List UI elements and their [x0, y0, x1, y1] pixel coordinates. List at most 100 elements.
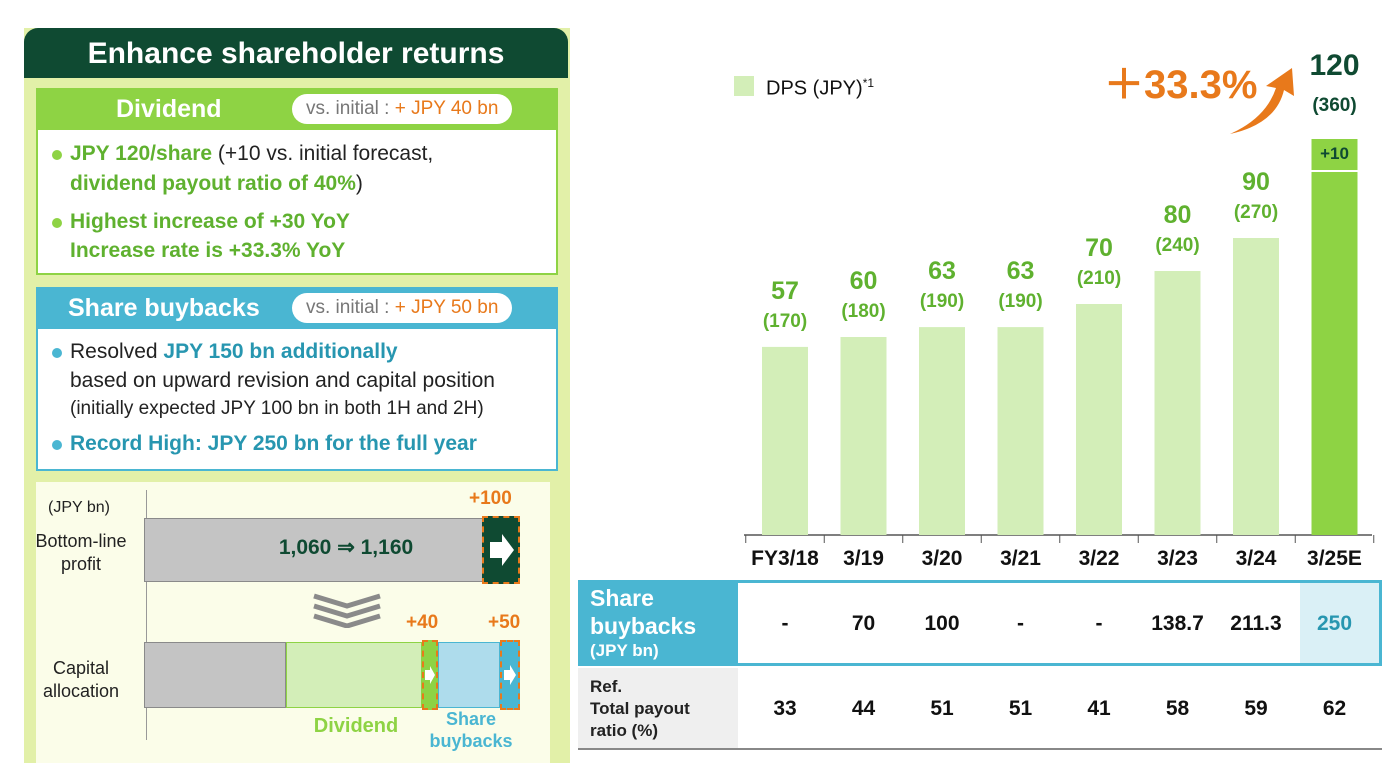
bar-6 [1233, 238, 1279, 535]
bottom-line-delta: +100 [469, 488, 512, 509]
sub-value-label: (270) [1233, 202, 1279, 223]
bar-1 [840, 337, 887, 535]
buybacks-box: Resolved JPY 150 bn additionally based o… [36, 329, 558, 471]
capital-dividend-increase [422, 640, 438, 710]
payout-cell: 62 [1322, 697, 1347, 720]
buyback-cell: - [781, 612, 789, 635]
buyback-cell: 250 [1316, 612, 1353, 635]
capital-label-1: Capital [52, 658, 110, 678]
payout-cell: 51 [930, 697, 954, 720]
dividend-tag: vs. initial : + JPY 40 bn [292, 94, 513, 124]
buyback-cell: 138.7 [1151, 612, 1204, 635]
buyback-cell: 100 [924, 612, 960, 635]
capital-div-delta: +40 [406, 612, 439, 633]
capital-label-2: allocation [42, 681, 120, 701]
bullet-dot [52, 218, 62, 228]
capital-buybacks-bar [438, 642, 500, 708]
buybacks-heading-bar: Share buybacks vs. initial : + JPY 50 bn [36, 287, 558, 329]
additional-highlight: JPY 150 bn additionally [163, 340, 398, 363]
dividend-heading: Dividend [116, 95, 222, 123]
bullet-dot [52, 348, 62, 358]
buybacks-bullet-1: Resolved JPY 150 bn additionally [70, 338, 398, 366]
dividend-bullet-2: Highest increase of +30 YoY [70, 210, 350, 233]
sub-value-label: (180) [841, 301, 886, 322]
buybacks-bullet-2: Record High: JPY 250 bn for the full yea… [70, 432, 477, 455]
increase-arrow-icon [1230, 68, 1294, 134]
bar-3 [997, 327, 1044, 535]
bullet-dot [52, 440, 62, 450]
payout-cell: 51 [1008, 697, 1033, 720]
buyback-cell: 70 [851, 612, 876, 635]
dividend-bullet-2-line2: Increase rate is +33.3% YoY [70, 239, 346, 262]
dividend-box: JPY 120/share (+10 vs. initial forecast,… [36, 130, 558, 275]
sub-value-label: (210) [1076, 268, 1122, 289]
capital-buybacks-increase [500, 640, 520, 710]
capital-sb-delta: +50 [488, 612, 521, 633]
right-arrow-icon [504, 665, 516, 685]
category-label: FY3/18 [751, 547, 819, 570]
dividend-heading-bar: Dividend vs. initial : + JPY 40 bn [36, 88, 558, 130]
buyback-cell: - [1095, 612, 1103, 635]
bar-7 [1311, 172, 1358, 535]
value-label: 63 [1006, 257, 1035, 286]
payout-cell: 33 [773, 697, 797, 720]
value-label: 120 [1309, 49, 1360, 82]
payout-cell: 58 [1165, 697, 1190, 720]
dividend-tag-prefix: vs. initial : [306, 98, 390, 119]
bottom-line-label-2: profit [60, 554, 102, 574]
category-label: 3/23 [1157, 547, 1198, 570]
bullet-dot [52, 150, 62, 160]
bottom-line-bar [144, 518, 484, 582]
mini-axis [146, 490, 147, 740]
highlight-cell-bg [1300, 583, 1379, 663]
value-label: 60 [849, 267, 878, 295]
buybacks-tag-value: + JPY 50 bn [394, 297, 499, 318]
dps-bar-chart: +10 [744, 139, 1375, 543]
value-label: 90 [1242, 168, 1270, 196]
ref-1: Ref. [590, 677, 623, 696]
buybacks-bullet-1-line3: (initially expected JPY 100 bn in both 1… [70, 398, 484, 419]
ref-2: Total payout [590, 699, 690, 718]
sub-value-label: (190) [998, 291, 1043, 313]
chevron-down-icon [313, 593, 381, 628]
bottom-line-label-1: Bottom-line [35, 531, 127, 551]
category-label: 3/22 [1078, 547, 1120, 570]
sub-value-label: (190) [919, 291, 965, 313]
category-label: 3/20 [921, 547, 963, 570]
dividend-bullet-1: JPY 120/share (+10 vs. initial forecast, [70, 140, 433, 168]
dividend-tag-value: + JPY 40 bn [394, 98, 499, 119]
legend-buybacks-2: buybacks [429, 731, 513, 751]
bar-increment [1311, 139, 1358, 170]
sub-value-label: (170) [762, 310, 808, 332]
sub-value-label: (240) [1155, 235, 1200, 256]
payout-row [578, 666, 1382, 750]
category-label: 3/19 [843, 547, 884, 570]
paren-close: ) [355, 172, 363, 195]
legend-buybacks-1: Share [445, 709, 497, 729]
row-head-2: buybacks [590, 613, 697, 639]
buybacks-heading: Share buybacks [68, 294, 260, 322]
right-arrow-icon [425, 666, 435, 684]
bottom-line-value: 1,060 ⇒ 1,160 [278, 536, 414, 559]
dps-rest: (+10 vs. initial forecast, [212, 142, 434, 165]
buybacks-tag-prefix: vs. initial : [306, 297, 390, 318]
resolved-text: Resolved [70, 340, 164, 363]
buybacks-bullet-1-line2: based on upward revision and capital pos… [70, 369, 495, 392]
bar-5 [1154, 271, 1201, 535]
payout-cell: 44 [851, 697, 876, 720]
category-label: 3/24 [1235, 547, 1277, 570]
value-label: 63 [928, 257, 956, 286]
buybacks-row-header: Share buybacks (JPY bn) [578, 580, 738, 666]
allocation-chart: (JPY bn) Bottom-line profit 1,060 ⇒ 1,16… [35, 482, 550, 763]
buyback-cell: 211.3 [1230, 612, 1282, 635]
mini-unit: (JPY bn) [48, 499, 110, 516]
value-label: 57 [771, 276, 799, 305]
value-label: 80 [1163, 201, 1192, 229]
buybacks-tag: vs. initial : + JPY 50 bn [292, 293, 513, 323]
sub-value-label: (360) [1312, 95, 1357, 116]
dividend-bullet-1-line2: dividend payout ratio of 40%) [70, 170, 363, 198]
legend-dividend: Dividend [313, 715, 399, 737]
row-head-unit: (JPY bn) [590, 641, 659, 660]
bar-4 [1076, 304, 1122, 535]
left-title: Enhance shareholder returns [24, 28, 568, 78]
